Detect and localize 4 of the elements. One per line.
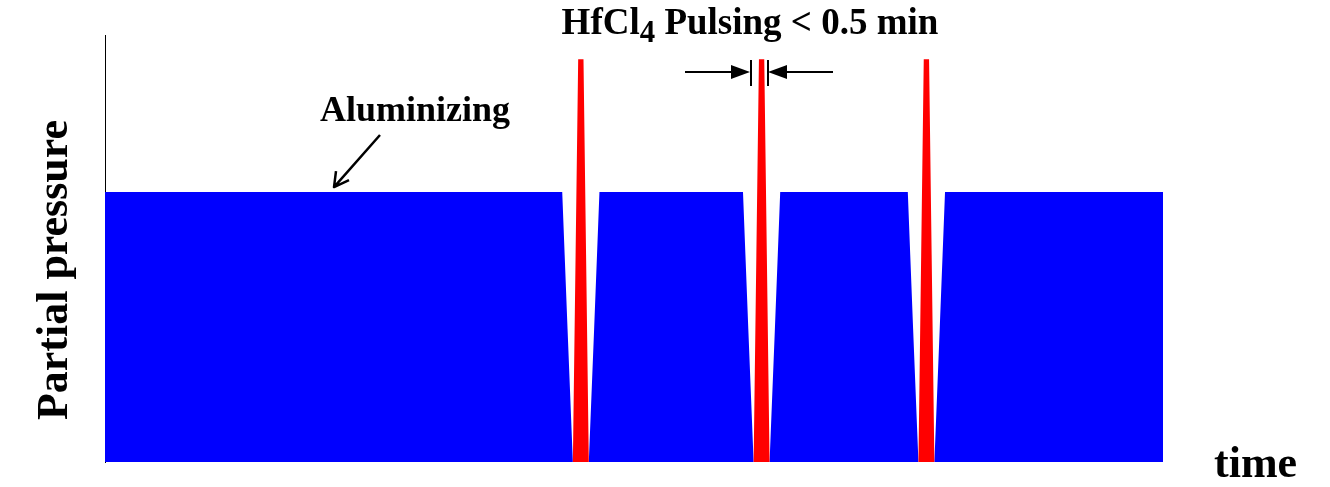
text: HfCl$_{4}$ Pulsing < 0.5 min (561, 0, 939, 51)
annotation: Aluminizing (319, 88, 511, 130)
x-axis-title: time (1214, 437, 1298, 487)
y-axis-title: Partial pressure (26, 119, 78, 421)
